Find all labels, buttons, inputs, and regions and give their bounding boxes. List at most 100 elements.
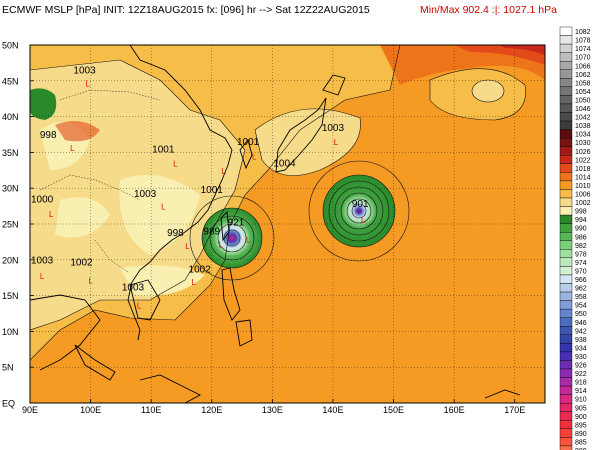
- scale-label: 1010: [575, 183, 591, 190]
- lat-tick-label: 5N: [2, 363, 14, 373]
- north-pacific-1022: [500, 45, 545, 55]
- scale-swatch: [559, 249, 573, 259]
- scale-swatch: [559, 351, 573, 361]
- scale-label: 998: [575, 209, 587, 216]
- scale-label: 1042: [575, 115, 591, 122]
- chart-title: ECMWF MSLP [hPa] INIT: 12Z18AUG2015 fx: …: [2, 4, 370, 16]
- scale-label: 1002: [575, 200, 591, 207]
- low-pressure-marker: L: [88, 276, 93, 285]
- pressure-field: [30, 45, 545, 403]
- scale-label: 914: [575, 388, 587, 395]
- isobar-label: 1003: [73, 66, 96, 77]
- scale-swatch: [559, 129, 573, 139]
- scale-label: 978: [575, 251, 587, 258]
- isobar-label: 1001: [152, 144, 175, 155]
- inland-998-band: [40, 122, 205, 296]
- scale-swatch: [559, 137, 573, 147]
- scale-swatch: [559, 317, 573, 327]
- scale-swatch: [559, 274, 573, 284]
- south-ocean-band: [270, 280, 545, 403]
- isobar-label: 901: [352, 199, 369, 210]
- scale-swatch: [559, 35, 573, 45]
- low-center-markers: L L L L L L L L L L L L L L L L: [40, 80, 366, 311]
- scale-label: 1062: [575, 72, 591, 79]
- pressure-labels: 1003 998 1001 1001 1003 1004 1001 1003 1000 998 98…: [31, 66, 369, 294]
- land-low-green-west: [30, 88, 57, 120]
- scale-swatch: [559, 368, 573, 378]
- lon-tick-label: 140E: [322, 405, 343, 415]
- scale-swatch: [559, 257, 573, 267]
- scale-label: 942: [575, 328, 587, 335]
- isobar-label: 1002: [189, 265, 212, 276]
- scale-label: 880: [575, 448, 587, 450]
- scale-swatch: [559, 343, 573, 353]
- scale-label: 946: [575, 320, 587, 327]
- scale-label: 1050: [575, 97, 591, 104]
- scale-label: 900: [575, 414, 587, 421]
- scale-swatch: [559, 411, 573, 421]
- scale-swatch: [559, 69, 573, 79]
- lat-tick-label: 10N: [2, 327, 19, 337]
- lon-tick-label: 150E: [383, 405, 404, 415]
- scale-label: 1070: [575, 55, 591, 62]
- isobar-label: 1001: [237, 137, 260, 148]
- scale-label: 970: [575, 268, 587, 275]
- scale-label: 1030: [575, 140, 591, 147]
- low-pressure-marker: L: [334, 138, 339, 147]
- lat-tick-label: 50N: [2, 41, 19, 51]
- scale-swatch: [559, 180, 573, 190]
- low-pressure-marker: L: [222, 167, 227, 176]
- scale-swatch: [559, 214, 573, 224]
- scale-swatch: [559, 377, 573, 387]
- scale-label: 1058: [575, 80, 591, 87]
- tibet-high-patch: [55, 121, 100, 142]
- scale-swatch: [559, 103, 573, 113]
- scale-label: 910: [575, 397, 587, 404]
- scale-label: 974: [575, 260, 587, 267]
- scale-swatch: [559, 43, 573, 53]
- low-pressure-marker: L: [219, 241, 224, 250]
- lat-tick-label: 25N: [2, 220, 19, 230]
- scale-swatch: [559, 26, 573, 36]
- scale-swatch: [559, 120, 573, 130]
- lat-tick-label: 35N: [2, 148, 19, 158]
- lat-tick-label: 20N: [2, 255, 19, 265]
- isobar-label: 1002: [70, 258, 93, 269]
- scale-swatch: [559, 163, 573, 173]
- japan-1002-band: [255, 108, 361, 176]
- scale-swatch: [559, 112, 573, 122]
- lon-tick-label: 110E: [141, 405, 161, 415]
- min-max-readout: Min/Max 902.4 :|: 1027.1 hPa: [420, 4, 557, 16]
- scale-swatch: [559, 61, 573, 70]
- scale-swatch: [559, 172, 573, 182]
- scale-label: 895: [575, 422, 587, 429]
- isobar-label: 1003: [122, 283, 145, 294]
- low-pressure-marker: L: [361, 216, 366, 225]
- scale-swatch: [559, 283, 573, 293]
- scale-label: 1018: [575, 166, 591, 173]
- scale-label: 1014: [575, 174, 591, 181]
- scale-swatch: [559, 403, 573, 412]
- scale-label: 1006: [575, 192, 591, 199]
- scale-swatch: [559, 206, 573, 216]
- scale-label: 1066: [575, 63, 591, 70]
- scale-swatch: [559, 300, 573, 310]
- latitude-labels: 50N 45N 40N 35N 30N 25N 20N 15N 10N 5N EQ: [2, 41, 34, 409]
- north-pacific-1018: [455, 45, 545, 65]
- scale-swatch: [559, 266, 573, 276]
- scale-label: 930: [575, 354, 587, 361]
- typhoon-atsani-core: [323, 175, 395, 247]
- lat-tick-label: 15N: [2, 291, 19, 301]
- borders: [39, 89, 161, 273]
- scale-label: 986: [575, 234, 587, 241]
- low-pressure-marker: L: [173, 160, 178, 169]
- lon-tick-label: 90E: [22, 405, 38, 415]
- scale-swatch: [559, 95, 573, 105]
- scale-swatch: [559, 437, 573, 447]
- low-pressure-marker: L: [137, 301, 142, 310]
- scale-label: 918: [575, 380, 587, 387]
- lat-tick-label: 30N: [2, 184, 19, 194]
- scale-label: 1074: [575, 46, 591, 53]
- low-pressure-marker: L: [49, 210, 54, 219]
